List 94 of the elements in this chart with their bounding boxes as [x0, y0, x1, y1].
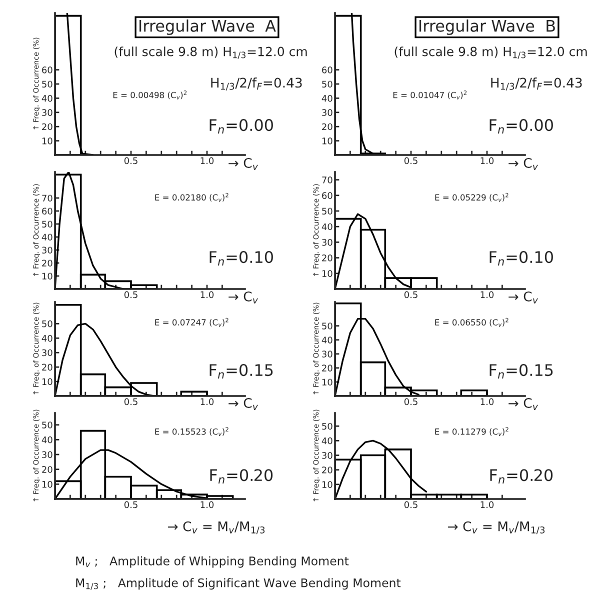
- y-tick-label: 20: [322, 123, 332, 130]
- x-axis-title: → C$_{v}$: [228, 291, 258, 304]
- x-tick-label: 1.0: [200, 291, 214, 298]
- y-tick-label: 50: [322, 80, 332, 88]
- y-tick-label: 40: [322, 94, 332, 102]
- x-axis-title: → C$_{v}$ = M$_{v}$/M$_{1/3}$: [448, 521, 545, 534]
- y-tick-label: 30: [322, 238, 332, 246]
- annotation: E = 0.07247 (C$_{v}$)$^{2}$: [155, 318, 228, 327]
- y-tick-label: 60: [42, 66, 52, 74]
- chart-title: Irregular Wave A: [140, 19, 276, 35]
- x-tick-label: 0.5: [124, 501, 138, 508]
- x-axis-title: → C$_{v}$: [508, 291, 538, 304]
- text: M$_{v}$ ; Amplitude of Whipping Bending Moment: [76, 556, 349, 568]
- y-tick-label: 40: [322, 336, 332, 344]
- annotation: F$_{n}$=0.20: [490, 469, 553, 484]
- text: M$_{1/3}$ ; Amplitude of Significant Wave Bending Moment: [76, 578, 401, 590]
- y-tick-label: 50: [42, 220, 52, 228]
- y-tick-label: 50: [322, 208, 332, 215]
- x-tick-label: 0.5: [404, 291, 418, 298]
- annotation: F$_{n}$=0.15: [210, 364, 273, 378]
- y-tick-label: 20: [322, 254, 332, 262]
- x-tick-label: 1.0: [480, 501, 494, 508]
- text: (full scale 9.8 m) H$_{1/3}$=12.0 cm: [394, 46, 587, 59]
- y-tick-label: 30: [42, 349, 52, 356]
- y-tick-label: 40: [322, 223, 332, 230]
- annotation: E = 0.15523 (C$_{v}$)$^{2}$: [155, 427, 228, 436]
- x-tick-label: 0.5: [124, 398, 138, 406]
- y-tick-label: 50: [42, 320, 52, 328]
- y-tick-label: 10: [42, 378, 52, 386]
- y-tick-label: 50: [42, 80, 52, 88]
- y-tick-label: 30: [42, 451, 52, 458]
- x-tick-label: 0.5: [404, 398, 418, 406]
- annotation: F$_{n}$=0.00: [210, 119, 273, 134]
- x-tick-label: 1.0: [200, 398, 214, 406]
- y-tick-label: 10: [322, 138, 332, 144]
- y-tick-label: 60: [42, 208, 52, 215]
- y-tick-label: 70: [322, 176, 332, 184]
- y-tick-label: 50: [322, 322, 332, 330]
- y-tick-label: 40: [42, 334, 52, 342]
- y-tick-label: 10: [42, 480, 52, 488]
- y-tick-label: 30: [322, 109, 332, 116]
- y-tick-label: 20: [42, 466, 52, 473]
- y-tick-label: 40: [322, 437, 332, 444]
- x-tick-label: 0.5: [404, 157, 418, 164]
- annotation: H$_{1/3}$/2/f$_{F}$=0.43: [211, 77, 302, 91]
- x-axis-title: → C$_{v}$ = M$_{v}$/M$_{1/3}$: [168, 521, 265, 534]
- y-tick-label: 30: [322, 452, 332, 459]
- x-tick-label: 1.0: [200, 501, 214, 508]
- y-tick-label: 60: [322, 192, 332, 199]
- y-tick-label: 10: [322, 378, 332, 386]
- x-tick-label: 0.5: [124, 157, 138, 164]
- y-tick-label: 50: [42, 422, 52, 428]
- y-tick-label: 30: [42, 246, 52, 254]
- y-tick-label: 40: [42, 436, 52, 444]
- x-axis-title: → C$_{v}$: [508, 398, 538, 410]
- y-tick-label: 50: [322, 422, 332, 430]
- annotation: F$_{n}$=0.10: [210, 251, 273, 266]
- y-tick-label: 20: [42, 260, 52, 267]
- y-tick-label: 30: [322, 350, 332, 358]
- x-tick-label: 0.5: [404, 501, 418, 508]
- x-tick-label: 1.0: [480, 291, 494, 298]
- x-axis-title: → C$_{v}$: [228, 398, 258, 410]
- x-tick-label: 1.0: [480, 398, 494, 406]
- y-tick-label: 10: [322, 481, 332, 488]
- x-axis-title: → C$_{v}$: [228, 158, 258, 170]
- y-tick-label: 40: [42, 94, 52, 102]
- x-tick-label: 0.5: [124, 291, 138, 298]
- annotation: E = 0.01047 (C$_{v}$)$^{2}$: [393, 90, 467, 100]
- x-tick-label: 1.0: [480, 157, 494, 164]
- annotation: F$_{n}$=0.10: [490, 251, 553, 266]
- text: (full scale 9.8 m) H$_{1/3}$=12.0 cm: [114, 46, 307, 59]
- annotation: H$_{1/3}$/2/f$_{F}$=0.43: [491, 77, 582, 91]
- x-tick-label: 1.0: [200, 157, 214, 164]
- annotation: F$_{n}$=0.15: [490, 364, 553, 378]
- annotation: E = 0.00498 (C$_{v}$)$^{2}$: [113, 90, 187, 100]
- y-tick-label: 60: [322, 66, 332, 74]
- annotation: E = 0.11279 (C$_{v}$)$^{2}$: [435, 427, 508, 436]
- y-tick-label: 30: [42, 109, 52, 116]
- y-tick-label: 10: [42, 138, 52, 144]
- annotation: E = 0.06550 (C$_{v}$)$^{2}$: [435, 318, 508, 327]
- y-tick-label: 20: [322, 466, 332, 474]
- annotation: F$_{n}$=0.20: [210, 469, 273, 484]
- y-tick-label: 20: [42, 364, 52, 371]
- y-tick-label: 40: [42, 234, 52, 241]
- y-tick-label: 10: [322, 270, 332, 277]
- y-tick-label: 20: [42, 123, 52, 130]
- chart-title: Irregular Wave B: [420, 19, 555, 35]
- y-tick-label: 70: [42, 194, 52, 202]
- y-tick-label: 10: [42, 272, 52, 280]
- annotation: E = 0.05229 (C$_{v}$)$^{2}$: [435, 192, 508, 202]
- annotation: E = 0.02180 (C$_{v}$)$^{2}$: [155, 192, 228, 202]
- y-tick-label: 20: [322, 364, 332, 372]
- x-axis-title: → C$_{v}$: [508, 158, 538, 170]
- annotation: F$_{n}$=0.00: [490, 119, 553, 134]
